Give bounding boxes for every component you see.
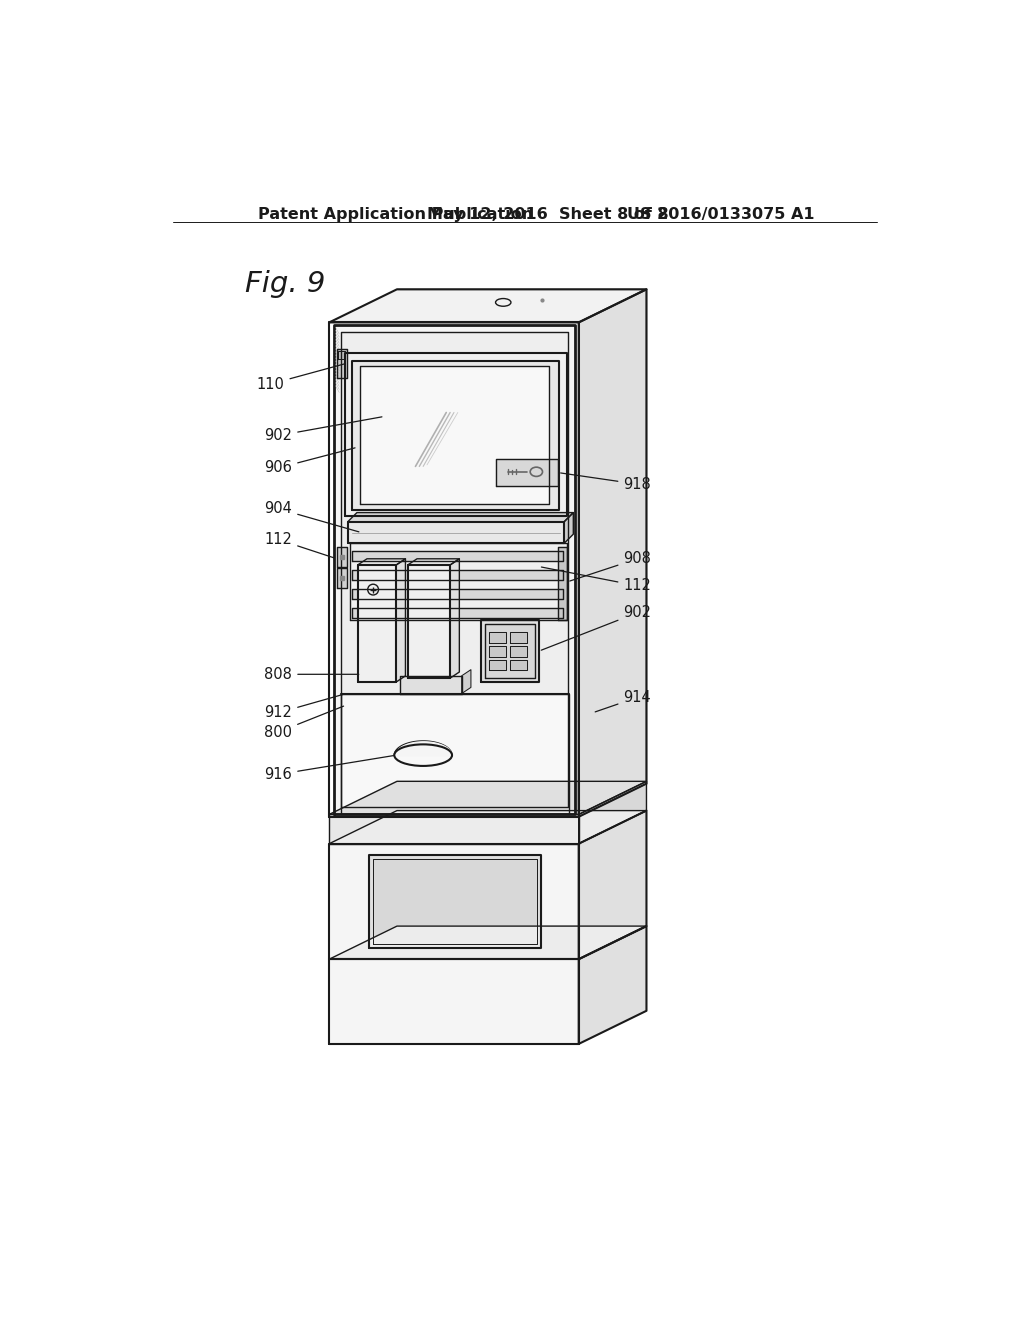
Polygon shape bbox=[330, 843, 579, 960]
Polygon shape bbox=[341, 333, 568, 807]
Polygon shape bbox=[352, 360, 559, 511]
Polygon shape bbox=[351, 589, 563, 599]
Polygon shape bbox=[337, 548, 347, 566]
Polygon shape bbox=[579, 927, 646, 1044]
Polygon shape bbox=[373, 859, 538, 944]
Polygon shape bbox=[330, 322, 579, 817]
Polygon shape bbox=[481, 620, 539, 682]
Polygon shape bbox=[337, 568, 347, 589]
Polygon shape bbox=[348, 512, 573, 521]
Text: 914: 914 bbox=[595, 690, 651, 711]
Polygon shape bbox=[357, 565, 396, 682]
Text: 800: 800 bbox=[264, 706, 344, 739]
Text: 110: 110 bbox=[257, 364, 344, 392]
Text: 916: 916 bbox=[264, 755, 393, 781]
Polygon shape bbox=[334, 326, 574, 813]
Text: 112: 112 bbox=[542, 568, 651, 593]
Text: 808: 808 bbox=[264, 667, 358, 682]
Polygon shape bbox=[345, 354, 567, 516]
Polygon shape bbox=[339, 351, 345, 359]
Polygon shape bbox=[337, 350, 347, 378]
Text: 112: 112 bbox=[264, 532, 334, 558]
Polygon shape bbox=[351, 609, 563, 618]
Polygon shape bbox=[488, 660, 506, 671]
Polygon shape bbox=[370, 855, 541, 948]
Text: US 2016/0133075 A1: US 2016/0133075 A1 bbox=[628, 207, 815, 222]
Polygon shape bbox=[330, 781, 646, 814]
Polygon shape bbox=[330, 960, 579, 1044]
Polygon shape bbox=[330, 289, 646, 322]
Polygon shape bbox=[558, 548, 567, 620]
Polygon shape bbox=[396, 558, 406, 682]
Polygon shape bbox=[360, 367, 549, 504]
Text: 904: 904 bbox=[264, 502, 358, 532]
Polygon shape bbox=[579, 289, 646, 817]
Text: Fig. 9: Fig. 9 bbox=[245, 269, 325, 298]
Polygon shape bbox=[330, 814, 579, 843]
Text: May 12, 2016  Sheet 8 of 8: May 12, 2016 Sheet 8 of 8 bbox=[427, 207, 669, 222]
Polygon shape bbox=[357, 558, 406, 565]
Text: 902: 902 bbox=[542, 605, 651, 651]
Polygon shape bbox=[350, 544, 567, 620]
Polygon shape bbox=[510, 645, 527, 656]
Polygon shape bbox=[451, 558, 460, 678]
Polygon shape bbox=[484, 624, 535, 678]
Text: Patent Application Publication: Patent Application Publication bbox=[258, 207, 532, 222]
Text: 906: 906 bbox=[264, 447, 355, 475]
Polygon shape bbox=[348, 521, 564, 544]
Text: 912: 912 bbox=[264, 694, 343, 721]
Polygon shape bbox=[510, 660, 527, 671]
Polygon shape bbox=[488, 632, 506, 643]
Polygon shape bbox=[462, 669, 471, 693]
Polygon shape bbox=[510, 632, 527, 643]
Polygon shape bbox=[351, 552, 563, 561]
Polygon shape bbox=[330, 927, 646, 960]
Polygon shape bbox=[351, 570, 563, 579]
Polygon shape bbox=[488, 645, 506, 656]
Text: 908: 908 bbox=[569, 552, 651, 581]
Polygon shape bbox=[408, 565, 451, 678]
Polygon shape bbox=[579, 781, 646, 843]
Polygon shape bbox=[408, 558, 460, 565]
Polygon shape bbox=[330, 810, 646, 843]
Polygon shape bbox=[341, 693, 569, 813]
Polygon shape bbox=[497, 459, 558, 486]
Polygon shape bbox=[579, 810, 646, 960]
Text: 902: 902 bbox=[264, 417, 382, 444]
Polygon shape bbox=[564, 512, 573, 544]
Polygon shape bbox=[400, 676, 462, 693]
Text: 918: 918 bbox=[561, 473, 651, 491]
